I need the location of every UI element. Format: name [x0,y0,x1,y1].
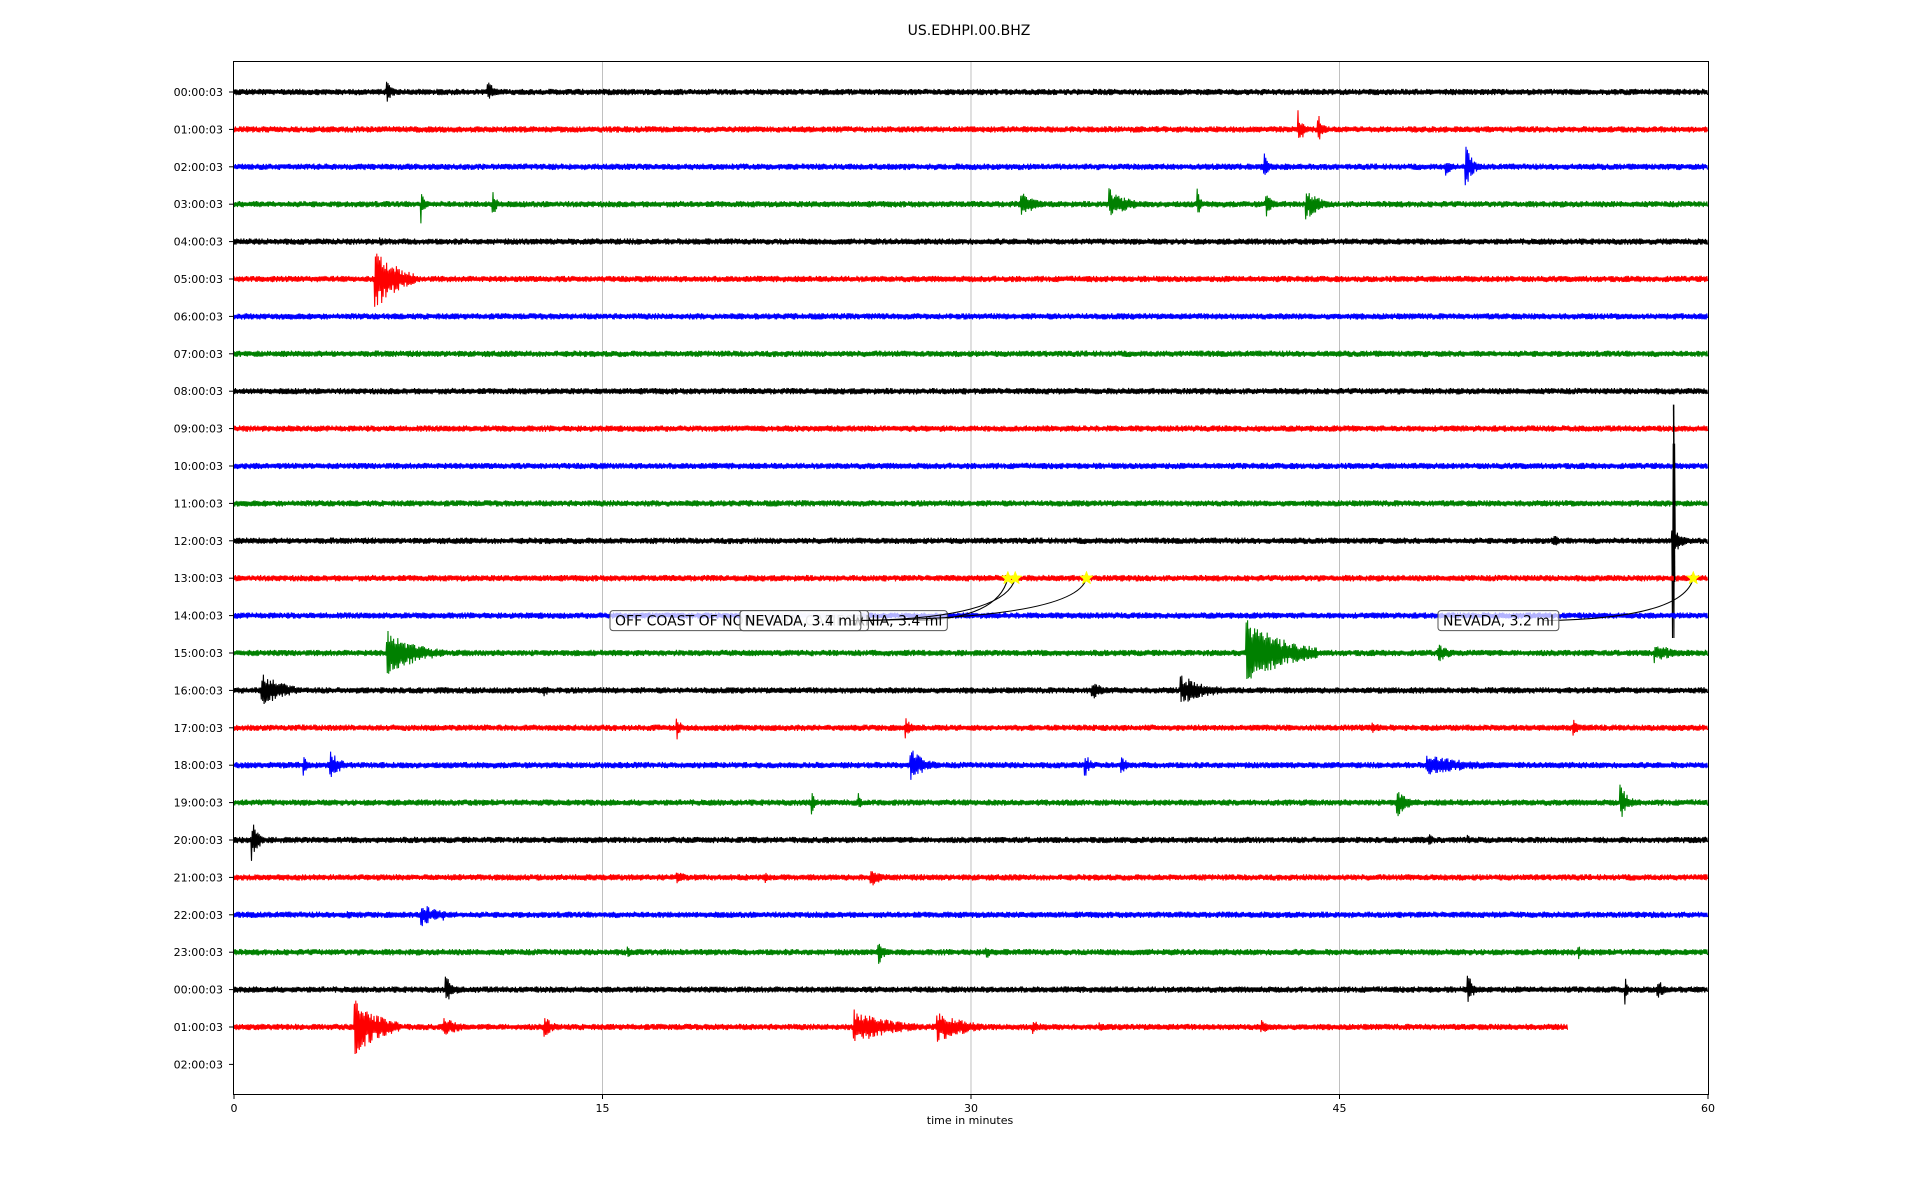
trace-row-10 [233,462,1709,470]
trace-row-17 [233,718,1709,740]
trace-row-9 [233,425,1709,432]
trace-row-4 [233,237,1709,246]
annotation-label: NEVADA, 3.4 ml [745,614,856,630]
trace-row-23 [233,943,1709,964]
trace-row-11 [233,500,1709,507]
y-tick-label: 06:00:03 [174,310,223,323]
trace-row-20 [233,824,1709,861]
x-tick-label: 45 [1333,1102,1347,1115]
x-tick-label: 30 [964,1102,978,1115]
y-tick-label: 03:00:03 [174,198,223,211]
y-tick-label: 01:00:03 [174,123,223,136]
x-tick-label: 60 [1701,1102,1715,1115]
trace-row-19 [233,784,1709,817]
trace-row-5 [233,253,1709,307]
y-tick-label: 18:00:03 [174,759,223,772]
y-tick-label: 12:00:03 [174,535,223,548]
y-tick-label: 00:00:03 [174,984,223,997]
y-axis-ticks: 00:00:03 01:00:03 02:00:03 03:00:03 04:00:03… [174,86,234,1071]
trace-row-16 [233,674,1709,705]
annotation-leader [851,578,1087,622]
y-tick-label: 01:00:03 [174,1021,223,1034]
y-tick-label: 04:00:03 [174,236,223,249]
y-tick-label: 10:00:03 [174,460,223,473]
annotation-leader [1544,578,1694,622]
y-tick-label: 09:00:03 [174,423,223,436]
y-tick-label: 11:00:03 [174,497,223,510]
y-tick-label: 15:00:03 [174,647,223,660]
y-tick-label: 02:00:03 [174,1058,223,1071]
y-tick-label: 00:00:03 [174,86,223,99]
trace-row-1 [233,110,1709,140]
x-tick-label: 0 [231,1102,238,1115]
y-tick-label: 21:00:03 [174,871,223,884]
trace-row-8 [233,387,1709,395]
y-tick-label: 23:00:03 [174,946,223,959]
y-tick-label: 02:00:03 [174,161,223,174]
y-tick-label: 08:00:03 [174,385,223,398]
trace-row-22 [233,906,1709,927]
trace-row-24 [233,975,1709,1005]
y-tick-label: 13:00:03 [174,572,223,585]
annotation-label: NEVADA, 3.2 ml [1443,614,1554,630]
trace-row-25 [233,1000,1569,1055]
y-tick-label: 20:00:03 [174,834,223,847]
y-tick-label: 22:00:03 [174,909,223,922]
event-star-marker [1685,570,1701,585]
y-tick-label: 17:00:03 [174,722,223,735]
trace-row-12 [233,443,1709,639]
annotation-box [1437,610,1560,632]
y-tick-label: 16:00:03 [174,684,223,697]
chart-title: US.EDHPI.00.BHZ [908,23,1031,39]
event-star-marker [1007,570,1023,585]
x-axis-ticks: 0 15 30 45 60 [231,1094,1715,1115]
x-tick-label: 15 [596,1102,610,1115]
trace-row-7 [233,350,1709,358]
trace-row-3 [233,188,1709,224]
annotation-box [739,610,862,632]
event-annotations: OFF COAST OF NORTHERN CALIFORNIA, 3.4 ml… [609,570,1701,632]
trace-row-21 [233,871,1709,886]
trace-row-18 [233,750,1709,780]
trace-row-2 [233,146,1709,186]
spike-row-12 [1672,404,1676,582]
trace-row-15 [233,620,1709,680]
trace-row-0 [233,81,1709,102]
y-tick-label: 05:00:03 [174,273,223,286]
x-axis-label: time in minutes [927,1114,1014,1127]
event-star-marker [1079,570,1094,585]
trace-row-13 [233,574,1709,582]
y-tick-label: 14:00:03 [174,610,223,623]
y-tick-label: 07:00:03 [174,348,223,361]
y-tick-label: 19:00:03 [174,797,223,810]
trace-row-6 [233,313,1709,320]
